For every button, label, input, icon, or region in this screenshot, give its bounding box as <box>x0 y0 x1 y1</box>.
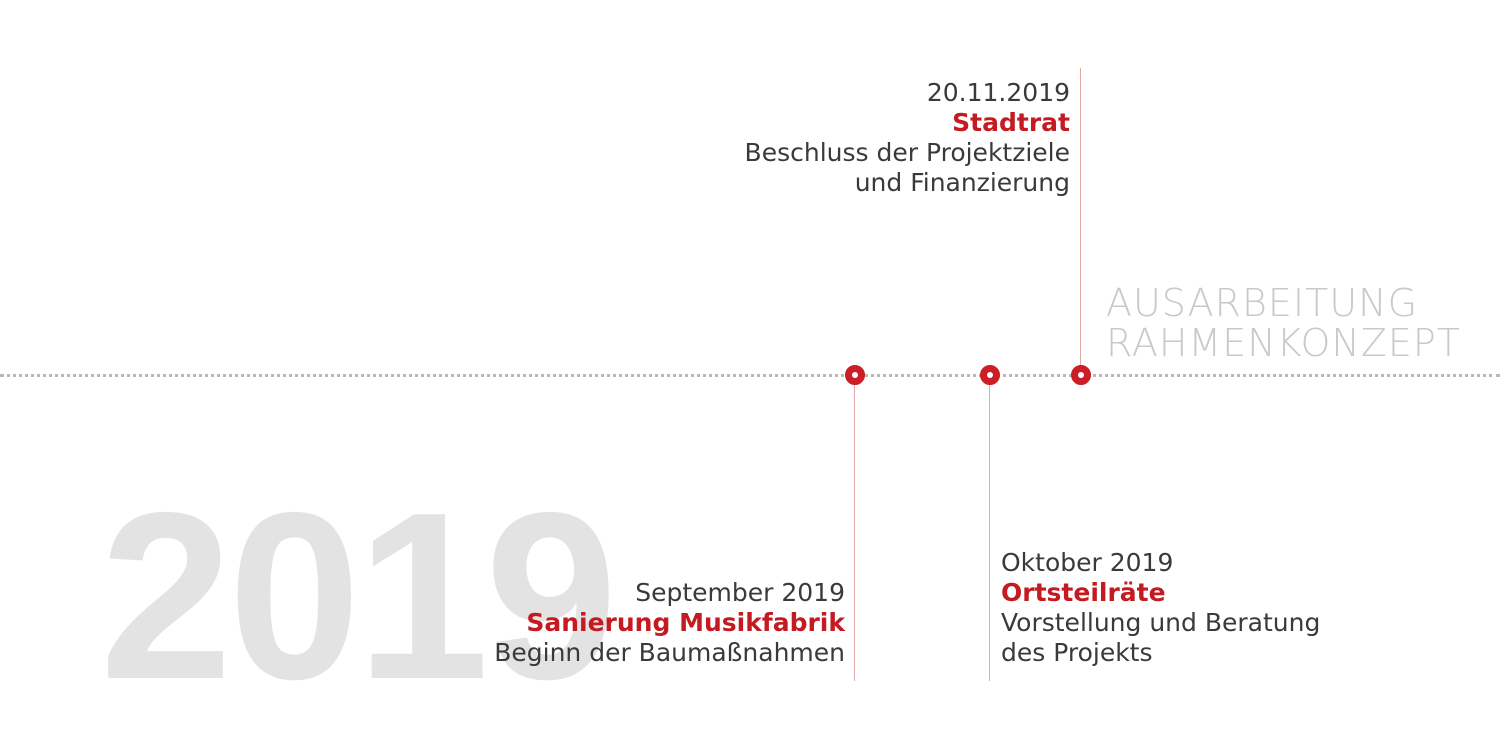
timeline-marker-september[interactable] <box>845 365 865 385</box>
timeline-marker-oktober[interactable] <box>980 365 1000 385</box>
event-description-line-1: Vorstellung und Beratung <box>1001 608 1321 637</box>
phase-label-line-1: AUSARBEITUNG <box>1106 281 1419 325</box>
timeline-axis <box>0 374 1500 377</box>
event-stadtrat: 20.11.2019 Stadtrat Beschluss der Projek… <box>745 78 1070 198</box>
event-description-line-2: und Finanzierung <box>854 168 1070 197</box>
event-description: Beginn der Baumaßnahmen <box>494 638 845 667</box>
phase-label: AUSARBEITUNG RAHMENKONZEPT <box>1106 283 1496 363</box>
event-date: Oktober 2019 <box>1001 548 1174 577</box>
year-watermark: 2019 <box>100 464 617 729</box>
event-september: September 2019 Sanierung Musikfabrik Beg… <box>494 578 845 668</box>
event-title: Stadtrat <box>952 108 1070 137</box>
event-description-line-1: Beschluss der Projektziele <box>744 138 1070 167</box>
event-description-line-2: des Projekts <box>1001 638 1153 667</box>
event-title: Ortsteilräte <box>1001 578 1166 607</box>
event-oktober: Oktober 2019 Ortsteilräte Vorstellung un… <box>1001 548 1320 668</box>
connector-september <box>854 376 855 681</box>
timeline-marker-stadtrat[interactable] <box>1071 365 1091 385</box>
event-date: September 2019 <box>635 578 845 607</box>
event-title: Sanierung Musikfabrik <box>526 608 845 637</box>
event-date: 20.11.2019 <box>926 78 1070 107</box>
phase-label-line-2: RAHMENKONZEPT <box>1106 321 1461 365</box>
connector-oktober <box>989 376 990 681</box>
connector-stadtrat <box>1080 68 1081 374</box>
